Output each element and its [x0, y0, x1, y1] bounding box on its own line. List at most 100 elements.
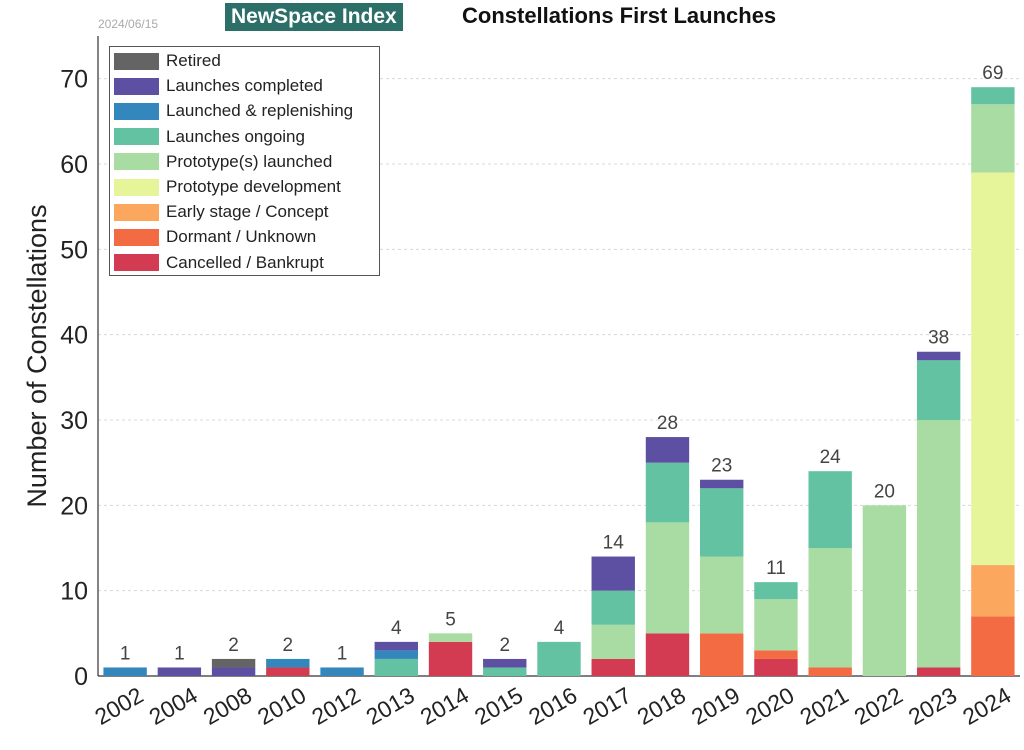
brand-badge: NewSpace Index: [225, 3, 403, 31]
x-tick-label: 2014: [416, 682, 473, 730]
bar-total-label: 1: [174, 643, 185, 664]
bar-segment: [916, 360, 961, 420]
bar-segment: [374, 658, 418, 676]
legend-label: Dormant / Unknown: [166, 227, 317, 247]
legend-item: Launches ongoing: [114, 126, 305, 148]
bar-total-label: 2: [283, 635, 294, 656]
y-tick-label: 30: [60, 407, 88, 435]
bar-total-label: 5: [445, 609, 456, 630]
y-tick-label: 10: [60, 578, 88, 606]
legend-label: Early stage / Concept: [166, 202, 329, 222]
legend-label: Launches ongoing: [166, 126, 305, 146]
legend-item: Cancelled / Bankrupt: [114, 252, 324, 274]
bar-total-label: 20: [874, 481, 895, 502]
legend-label: Retired: [166, 51, 221, 70]
bar-total-label: 2: [228, 635, 239, 656]
x-tick-label: 2020: [741, 682, 798, 730]
bar-total-label: 23: [711, 456, 732, 477]
x-tick-label: 2012: [307, 682, 364, 730]
x-tick-label: 2018: [633, 682, 690, 730]
legend-swatch: [114, 52, 159, 70]
bar-segment: [320, 667, 364, 676]
bar-segment: [971, 172, 1015, 566]
legend-swatch: [114, 128, 159, 146]
bar-total-label: 4: [391, 618, 402, 639]
legend-item: Early stage / Concept: [114, 201, 329, 223]
x-tick-label: 2013: [361, 682, 418, 730]
bar-total-label: 2: [499, 635, 510, 656]
legend-item: Prototype(s) launched: [114, 151, 332, 173]
bar-segment: [591, 590, 635, 625]
bar-segment: [103, 667, 147, 676]
bar-segment: [374, 641, 418, 651]
bar-segment: [808, 667, 852, 676]
date-stamp: 2024/06/15: [98, 17, 159, 31]
legend-label: Launched & replenishing: [166, 101, 354, 121]
x-tick-label: 2023: [904, 682, 961, 730]
bar-segment: [645, 633, 690, 676]
bar-total-label: 14: [603, 533, 625, 554]
legend: Retired Launches completed Launched & repl…: [109, 46, 380, 276]
y-tick-label: 50: [60, 236, 88, 264]
y-axis-label: Number of Constellations: [22, 204, 52, 507]
legend-item: Launches completed: [114, 75, 323, 97]
x-tick-label: 2019: [687, 682, 744, 730]
bar-segment: [862, 505, 907, 676]
bar-segment: [754, 650, 798, 659]
legend-swatch: [114, 102, 159, 120]
bar-segment: [700, 488, 744, 557]
bar-segment: [700, 556, 744, 634]
bar-total-label: 11: [766, 558, 786, 579]
bar-segment: [754, 582, 798, 600]
bar-segment: [645, 437, 690, 463]
x-tick-label: 2002: [90, 682, 147, 730]
x-tick-label: 2008: [199, 682, 256, 730]
bar-segment: [971, 104, 1015, 173]
y-tick-label: 70: [60, 66, 88, 94]
bar-total-label: 38: [928, 328, 949, 349]
x-tick-label: 2004: [145, 682, 202, 730]
y-tick-label: 60: [60, 151, 88, 179]
bar-segment: [591, 658, 635, 676]
x-tick-label: 2015: [470, 682, 527, 730]
bar-segment: [157, 667, 202, 676]
bar-segment: [211, 667, 256, 676]
chart-title: Constellations First Launches: [462, 3, 777, 28]
bar-segment: [591, 624, 635, 659]
bar-segment: [754, 599, 798, 651]
bar-total-label: 28: [657, 413, 678, 434]
bar-total-label: 1: [120, 643, 131, 664]
legend-item: Dormant / Unknown: [114, 226, 316, 248]
x-tick-label: 2016: [524, 682, 581, 730]
bar-segment: [211, 658, 256, 668]
legend-label: Prototype(s) launched: [166, 151, 333, 171]
bar-total-label: 69: [982, 63, 1003, 84]
axes: 0 10 20 30 40 50 60 70 Number of Constellations: [22, 36, 1020, 691]
bar-segment: [266, 667, 310, 676]
bar-total-label: 24: [820, 447, 842, 468]
y-tick-label: 40: [60, 322, 88, 350]
bar-segment: [645, 462, 690, 523]
bar-segment: [916, 420, 961, 668]
bar-segment: [537, 641, 581, 676]
y-tick-label: 20: [60, 492, 88, 520]
bar-total-label: 1: [337, 643, 348, 664]
bar-total-label: 4: [554, 618, 565, 639]
x-tick-label: 2024: [958, 682, 1015, 730]
bar-segment: [483, 667, 527, 676]
x-tick-label: 2022: [850, 682, 907, 730]
x-tick-label: 2021: [795, 682, 852, 730]
bar-segment: [971, 565, 1015, 617]
legend-label: Prototype development: [166, 177, 341, 196]
bar-segment: [700, 479, 744, 489]
bar-segment: [808, 471, 852, 548]
bar-segment: [700, 633, 744, 676]
bar-segment: [971, 87, 1015, 105]
legend-swatch: [114, 77, 159, 95]
legend-label: Launches completed: [166, 76, 323, 96]
bar-segment: [591, 556, 635, 591]
bar-segment: [645, 522, 690, 634]
y-tick-label: 0: [74, 663, 88, 691]
bar-segment: [428, 641, 473, 676]
